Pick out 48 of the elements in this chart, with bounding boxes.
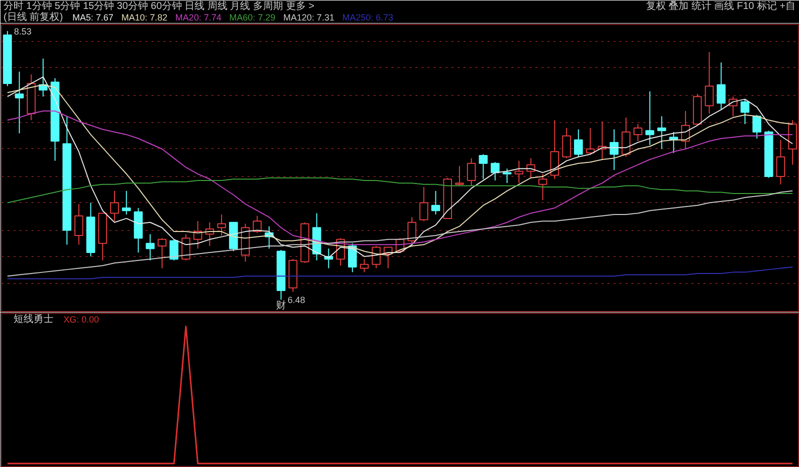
candlestick [586, 128, 595, 155]
candlestick [550, 120, 560, 180]
candlestick [217, 214, 226, 236]
candlestick [776, 139, 786, 185]
candlestick [514, 160, 524, 184]
candlestick [170, 238, 178, 261]
annotation: 财 [276, 300, 286, 312]
candlestick [466, 158, 476, 186]
text: 分时 1分钟 5分钟 15分钟 30分钟 60分钟 日线 周线 月线 多周期 更多 > [3, 0, 315, 12]
text: MA60: 7.29 [229, 12, 276, 22]
candlestick [562, 128, 571, 159]
candlestick [502, 168, 512, 184]
candlestick [348, 242, 357, 273]
annotation: 8.53 [14, 26, 32, 37]
candlestick [431, 190, 440, 216]
annotation: 6.48 [288, 295, 306, 306]
candlestick [740, 98, 750, 125]
candlestick [622, 117, 630, 158]
candlestick [538, 173, 548, 201]
candlestick [146, 234, 155, 261]
candlestick [478, 154, 488, 180]
candlestick [490, 162, 500, 181]
candlestick [574, 128, 583, 158]
chart-title: 短线勇士 [14, 313, 54, 325]
text: XG: 0.00 [64, 314, 100, 324]
chart-title: (日线 前复权) [3, 11, 63, 23]
candlestick [752, 114, 762, 140]
candlestick [122, 190, 131, 216]
text: 复权 叠加 统计 画线 F10 标记 +自 [646, 0, 796, 12]
candlestick [610, 128, 619, 170]
candlestick [704, 52, 714, 114]
text: MA250: 6.73 [342, 12, 394, 22]
text: MA10: 7.82 [121, 12, 168, 22]
text: MA5: 7.67 [72, 12, 114, 22]
candlestick [633, 124, 642, 142]
candlestick [645, 90, 654, 146]
text: MA20: 7.74 [175, 12, 222, 22]
candlestick [360, 258, 369, 273]
candlestick [657, 116, 666, 150]
candlestick [110, 190, 119, 222]
candlestick [158, 238, 167, 269]
candlestick [716, 62, 726, 110]
candlestick [14, 71, 24, 134]
candlestick [455, 166, 464, 186]
text: MA120: 7.31 [283, 12, 334, 22]
candlestick [74, 204, 84, 246]
candlestick [419, 186, 428, 222]
candlestick [407, 216, 416, 244]
